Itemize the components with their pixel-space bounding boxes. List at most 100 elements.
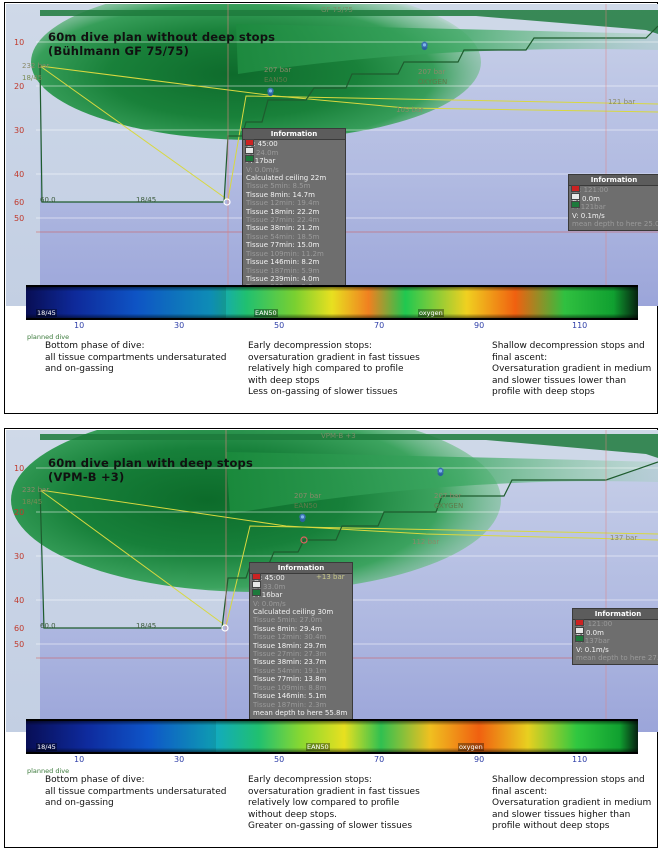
gas-tag-2b: EAN50: [306, 743, 330, 751]
tissue-row: Tissue 239min: 4.0m: [246, 274, 320, 283]
info-ceiling-1: Calculated ceiling 22m: [246, 174, 327, 183]
info-extra-pressure-2: +13 bar: [316, 573, 345, 581]
planned-dive-label-2: planned dive: [27, 767, 70, 775]
information-panel-left-1[interactable]: Information @: 45:00 D: 24.0m P: 17bar V…: [242, 128, 346, 306]
gas-tag-2c: oxygen: [458, 743, 484, 751]
end-pressure-2: 137 bar: [610, 534, 638, 542]
tissue-row: Tissue 27min: 22.4m: [246, 216, 320, 225]
time-tick-10-2: 10: [74, 755, 85, 764]
time-tick-90-1: 90: [474, 321, 485, 330]
mid-pressure-1: 105 bar: [396, 106, 424, 114]
legend-swatches-right-2: [575, 619, 584, 643]
information-panel-right-1[interactable]: Information @: 121:00 D: 0.0m P: 121bar …: [568, 174, 658, 232]
info-time-1: @: 45:00: [246, 140, 278, 149]
start-pressure-1: 232 bar: [22, 62, 50, 70]
info-velocity-2: V: 0.0m/s: [253, 599, 286, 608]
depth-tick-10-2: 10: [14, 464, 25, 473]
tissue-row: Tissue 38min: 23.7m: [253, 658, 327, 667]
depth-tick-50-2: 50: [14, 640, 25, 649]
tissue-row: Tissue 18min: 29.7m: [253, 641, 327, 650]
tissue-row: Tissue 38min: 21.2m: [246, 224, 320, 233]
tissue-row: Tissue 146min: 8.2m: [246, 258, 320, 267]
time-tick-10-1: 10: [74, 321, 85, 330]
legend-swatches-1: [245, 139, 254, 163]
caption-early-deco-2: Early decompression stops: oversaturatio…: [248, 775, 420, 831]
depth-tick-30-2: 30: [14, 552, 25, 561]
gas-tag-2a: 18/45: [36, 743, 57, 751]
dive-plan-panel-without-deep-stops: 60m dive plan without deep stops (Bühlma…: [4, 2, 658, 414]
tissue-row: Tissue 18min: 22.2m: [246, 207, 320, 216]
start-gas-2: 18/45: [22, 498, 43, 506]
depth-tick-50-1: 50: [14, 214, 25, 223]
info-velocity-right-1: V: 0.1m/s: [572, 211, 605, 220]
dive-profile-plot-1[interactable]: 60m dive plan without deep stops (Bühlma…: [6, 4, 658, 306]
info-depth-1: D: 24.0m: [246, 148, 279, 157]
time-axis-2: 10 30 50 70 90 110: [6, 755, 658, 777]
legend-swatches-right-1: [571, 185, 580, 209]
info-velocity-right-2: V: 0.1m/s: [576, 645, 609, 654]
info-header-right-1: Information: [569, 175, 658, 187]
time-tick-110-2: 110: [572, 755, 588, 764]
algorithm-label-2: VPM-B +3: [321, 432, 356, 440]
plot-title-2: 60m dive plan with deep stops (VPM-B +3): [48, 456, 254, 484]
mid-pressure-2: 112 bar: [412, 538, 440, 546]
info-mean-depth-right-1: mean depth to here 25.0m: [572, 220, 658, 229]
oxygen-pressure-1: 207 bar: [418, 68, 446, 76]
tissue-row: Tissue 5min: 8.5m: [246, 182, 311, 191]
caption-early-deco-1: Early decompression stops: oversaturatio…: [248, 341, 420, 397]
tissue-row: Tissue 5min: 27.0m: [253, 616, 322, 625]
planned-dive-label-1: planned dive: [27, 333, 70, 341]
information-panel-right-2[interactable]: Information @: 121:00 D: 0.0m P: 137bar …: [572, 608, 658, 666]
depth-tick-20-1: 20: [14, 82, 25, 91]
switch-pressure-1: 207 bar: [264, 66, 292, 74]
info-time-right-2: @: 121:00: [576, 620, 613, 629]
dive-profile-plot-2[interactable]: 60m dive plan with deep stops (VPM-B +3)…: [6, 430, 658, 732]
tissue-row: Tissue 8min: 14.7m: [246, 190, 315, 199]
tissue-row: Tissue 109min: 8.8m: [253, 683, 327, 692]
information-panel-left-2[interactable]: Information @: 45:00 D: 33.0m P: 16bar V…: [249, 562, 353, 721]
time-tick-30-2: 30: [174, 755, 185, 764]
depth-tick-30-1: 30: [14, 126, 25, 135]
diver-icon-2: [267, 87, 274, 97]
time-tick-30-1: 30: [174, 321, 185, 330]
tissue-heatmap-1[interactable]: [6, 285, 658, 325]
info-time-right-1: @: 121:00: [572, 186, 609, 195]
time-tick-90-2: 90: [474, 755, 485, 764]
gas-tag-1a: 18/45: [36, 309, 57, 317]
switch-gas-2: EAN50: [294, 502, 318, 510]
diver-icon-3: [437, 467, 444, 477]
tissue-row: Tissue 54min: 18.5m: [246, 232, 320, 241]
depth-tick-40-1: 40: [14, 170, 25, 179]
tissue-row: Tissue 8min: 29.4m: [253, 624, 322, 633]
oxygen-gas-2: OXYGEN: [434, 502, 464, 510]
profile-shape-2: [11, 430, 658, 732]
time-tick-70-1: 70: [374, 321, 385, 330]
oxygen-pressure-2: 207 bar: [434, 492, 462, 500]
depth-tick-60-2: 60: [14, 624, 25, 633]
diver-icon-4: [299, 513, 306, 523]
gas-tag-1c: oxygen: [418, 309, 444, 317]
tissue-row: Tissue 12min: 30.4m: [253, 633, 327, 642]
caption-shallow-deco-1: Shallow decompression stops and final as…: [492, 341, 652, 397]
info-depth-right-2: D: 0.0m: [576, 628, 604, 637]
info-header-1: Information: [243, 129, 345, 141]
info-header-right-2: Information: [573, 609, 658, 621]
profile-shape-1: [31, 4, 658, 306]
depth-tick-10-1: 10: [14, 38, 25, 47]
time-axis-1: 10 30 50 70 90 110: [6, 321, 658, 343]
info-ceiling-2: Calculated ceiling 30m: [253, 608, 334, 617]
tissue-row: Tissue 77min: 13.8m: [253, 675, 327, 684]
tissue-row: Tissue 187min: 2.3m: [253, 700, 327, 709]
time-tick-50-2: 50: [274, 755, 285, 764]
caption-bottom-phase-1: Bottom phase of dive: all tissue compart…: [45, 341, 227, 374]
info-pressure-2: P: 16bar: [253, 591, 283, 600]
tissue-row: Tissue 187min: 5.9m: [246, 266, 320, 275]
gas-tag-1b: EAN50: [254, 309, 278, 317]
tissue-row: Tissue 109min: 11.2m: [246, 249, 324, 258]
bottom-gas-2: 18/45: [136, 622, 157, 630]
info-velocity-1: V: 0.0m/s: [246, 165, 279, 174]
tissue-row: Tissue 146min: 5.1m: [253, 692, 327, 701]
tissue-heatmap-2[interactable]: [6, 719, 658, 759]
info-time-2: @: 45:00: [253, 574, 285, 583]
tissue-row: Tissue 77min: 15.0m: [246, 241, 320, 250]
